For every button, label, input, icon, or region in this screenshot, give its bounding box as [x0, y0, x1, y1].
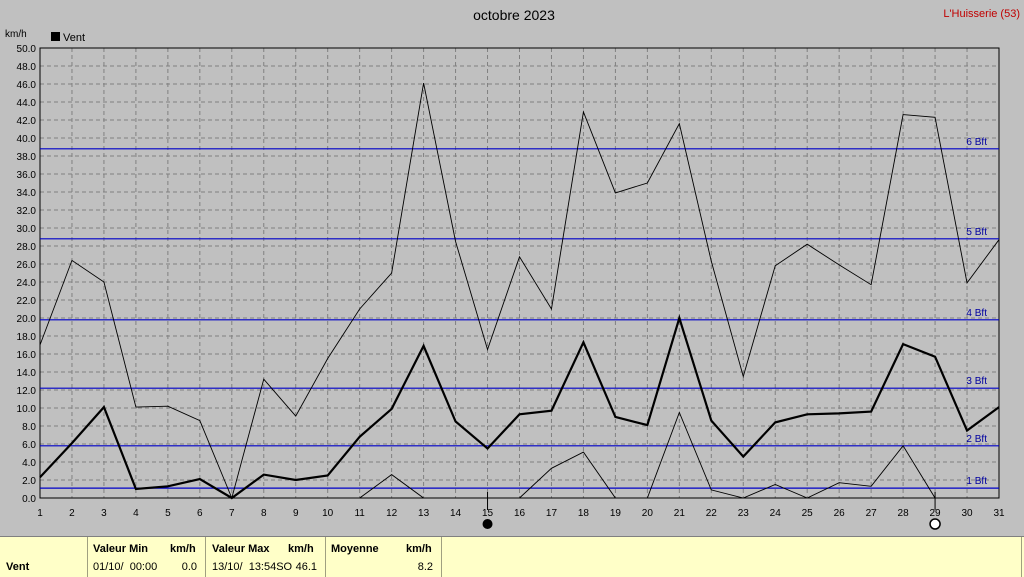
y-tick-label: 2.0 [22, 476, 36, 487]
series-line-min [40, 411, 999, 499]
series-line-max [39, 83, 1000, 500]
x-tick-label: 23 [738, 508, 750, 519]
y-tick-label: 22.0 [17, 296, 37, 307]
y-tick-label: 44.0 [17, 98, 37, 109]
station-name: L'Huisserie (53) [943, 8, 1020, 20]
y-tick-label: 14.0 [17, 368, 37, 379]
beaufort-label: 6 Bft [966, 137, 987, 148]
x-tick-label: 4 [133, 508, 139, 519]
legend-swatch [51, 32, 60, 41]
y-tick-label: 6.0 [22, 440, 36, 451]
x-tick-label: 28 [898, 508, 910, 519]
min-value: 0.0 [181, 561, 197, 573]
x-tick-label: 29 [930, 508, 942, 519]
min-unit: km/h [170, 543, 196, 555]
legend-label: Vent [63, 32, 85, 44]
x-tick-label: 16 [514, 508, 526, 519]
x-tick-label: 12 [386, 508, 398, 519]
y-tick-label: 8.0 [22, 422, 36, 433]
x-tick-label: 18 [578, 508, 590, 519]
summary-min-cell: Valeur Min km/h 01/10/ 00:00 0.0 [88, 537, 206, 577]
y-tick-label: 16.0 [17, 350, 37, 361]
y-tick-label: 34.0 [17, 188, 37, 199]
x-tick-label: 25 [802, 508, 814, 519]
x-tick-label: 19 [610, 508, 622, 519]
x-tick-label: 14 [450, 508, 462, 519]
min-date: 01/10/ 00:00 [93, 561, 158, 573]
x-tick-label: 31 [993, 508, 1005, 519]
summary-row-label: Vent [6, 561, 30, 573]
max-date: 13/10/ 13:54SO [212, 561, 293, 573]
x-tick-label: 8 [261, 508, 267, 519]
mean-unit: km/h [406, 543, 432, 555]
y-tick-label: 50.0 [17, 44, 37, 55]
max-value: 46.1 [295, 561, 317, 573]
y-tick-label: 42.0 [17, 116, 37, 127]
x-tick-label: 9 [293, 508, 299, 519]
x-tick-label: 26 [834, 508, 846, 519]
beaufort-label: 3 Bft [966, 376, 987, 387]
x-tick-label: 30 [961, 508, 973, 519]
min-header: Valeur Min [93, 543, 149, 555]
new-moon-icon [482, 519, 493, 529]
x-tick-label: 5 [165, 508, 171, 519]
mean-value: 8.2 [417, 561, 433, 573]
y-tick-label: 18.0 [17, 332, 37, 343]
y-tick-label: 28.0 [17, 242, 37, 253]
x-tick-label: 21 [674, 508, 686, 519]
y-tick-label: 20.0 [17, 314, 37, 325]
x-tick-label: 10 [322, 508, 334, 519]
y-tick-label: 36.0 [17, 170, 37, 181]
y-tick-label: 32.0 [17, 206, 37, 217]
max-unit: km/h [288, 543, 314, 555]
max-header: Valeur Max [212, 543, 270, 555]
x-tick-label: 15 [482, 508, 494, 519]
y-tick-label: 38.0 [17, 152, 37, 163]
x-tick-label: 20 [642, 508, 654, 519]
summary-max-cell: Valeur Max km/h 13/10/ 13:54SO 46.1 [206, 537, 326, 577]
plot-area: 0.0 2.0 4.0 6.0 8.0 10.0 12.0 14.0 16.0 18.0 20.0 2… [17, 44, 1005, 530]
y-tick-label: 10.0 [17, 404, 37, 415]
summary-mean-cell: Moyenne km/h 8.2 [326, 537, 442, 577]
chart-title: octobre 2023 [473, 7, 555, 23]
series-line-mean [39, 314, 1000, 500]
y-tick-label: 4.0 [22, 458, 36, 469]
wind-chart: octobre 2023 L'Huisserie (53) km/h Vent … [5, 7, 1020, 530]
y-tick-label: 46.0 [17, 80, 37, 91]
x-tick-label: 24 [770, 508, 782, 519]
x-tick-label: 13 [418, 508, 430, 519]
mean-header: Moyenne [331, 543, 379, 555]
x-tick-label: 3 [101, 508, 107, 519]
beaufort-label: 2 Bft [966, 434, 987, 445]
beaufort-label: 1 Bft [966, 476, 987, 487]
beaufort-label: 5 Bft [966, 227, 987, 238]
x-tick-label: 17 [546, 508, 558, 519]
x-tick-label: 27 [866, 508, 878, 519]
x-tick-label: 2 [69, 508, 75, 519]
y-tick-label: 26.0 [17, 260, 37, 271]
x-tick-label: 6 [197, 508, 203, 519]
full-moon-icon [929, 518, 941, 530]
y-tick-label: 40.0 [17, 134, 37, 145]
beaufort-label: 4 Bft [966, 308, 987, 319]
y-tick-label: 0.0 [22, 494, 36, 505]
summary-end-border [1021, 537, 1022, 577]
x-tick-label: 11 [354, 508, 365, 519]
y-tick-label: 30.0 [17, 224, 37, 235]
x-tick-label: 7 [229, 508, 235, 519]
y-tick-label: 12.0 [17, 386, 37, 397]
y-axis-unit: km/h [5, 29, 27, 40]
summary-row-label-cell: Vent [0, 537, 88, 577]
x-tick-label: 22 [706, 508, 718, 519]
summary-table: Vent Valeur Min km/h 01/10/ 00:00 0.0 Va… [0, 536, 1024, 577]
x-tick-label: 1 [37, 508, 43, 519]
y-tick-label: 48.0 [17, 62, 37, 73]
y-tick-label: 24.0 [17, 278, 37, 289]
